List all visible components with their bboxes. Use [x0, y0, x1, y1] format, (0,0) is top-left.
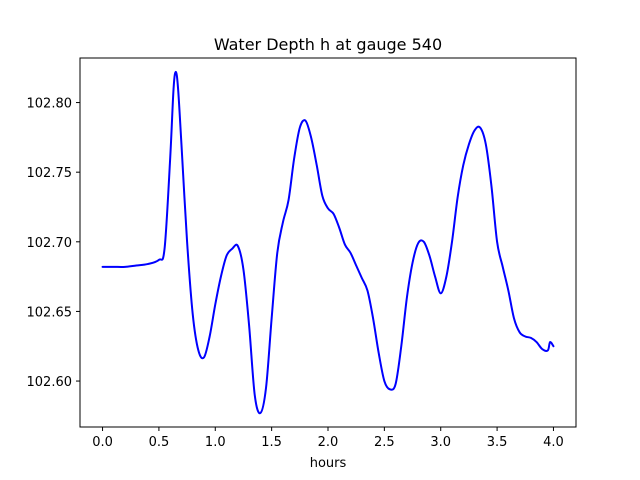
x-tick-label: 3.5 — [487, 435, 508, 450]
plot-area — [80, 58, 576, 427]
plot-frame — [79, 57, 577, 428]
x-tick-label: 0.5 — [149, 435, 170, 450]
y-tick-label: 102.70 — [27, 236, 73, 251]
x-tick-label: 1.5 — [261, 435, 282, 450]
y-tick-label: 102.75 — [27, 166, 73, 181]
x-tick-label: 4.0 — [543, 435, 564, 450]
y-axis-ticks: 102.60 102.65 102.70 102.75 102.80 — [27, 97, 80, 390]
x-axis-label: hours — [310, 456, 347, 471]
x-tick-label: 2.0 — [318, 435, 339, 450]
series-line-h — [101, 70, 555, 415]
x-tick-label: 1.0 — [205, 435, 226, 450]
y-tick-label: 102.80 — [27, 97, 73, 112]
x-tick-label: 3.0 — [430, 435, 451, 450]
chart-title: Water Depth h at gauge 540 — [214, 35, 442, 54]
x-axis-ticks: 0.0 0.5 1.0 1.5 2.0 2.5 3.0 3.5 4.0 — [92, 427, 564, 450]
y-tick-label: 102.65 — [27, 305, 73, 320]
x-tick-label: 2.5 — [374, 435, 395, 450]
x-tick-label: 0.0 — [92, 435, 113, 450]
y-tick-label: 102.60 — [27, 375, 73, 390]
